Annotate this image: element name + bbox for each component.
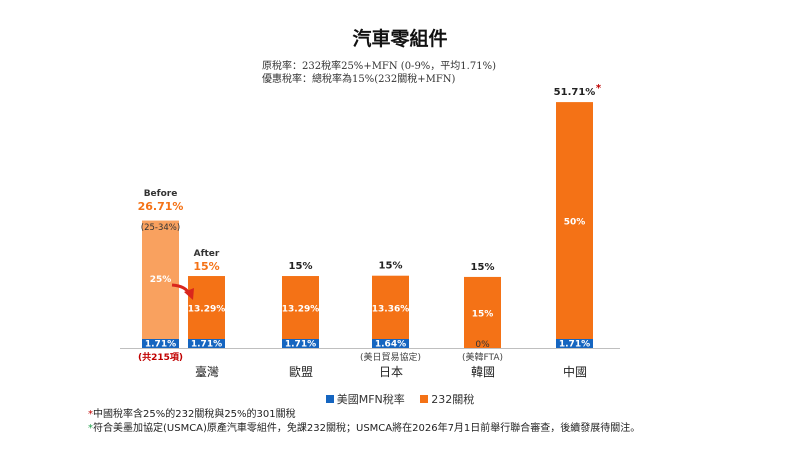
footnotes: *中國稅率含25%的232關稅與25%的301關稅 *符合美墨加協定(USMCA…	[88, 408, 788, 436]
bar-segment-mfn-taiwan_after	[188, 339, 225, 348]
data-label-232-japan: 13.36%	[372, 304, 410, 314]
footnote-usmca: *符合美墨加協定(USMCA)原產汽車零組件，免課232關稅；USMCA將在20…	[88, 422, 788, 436]
bar-segment-232-china	[556, 102, 593, 339]
bar-segment-mfn-taiwan_before	[142, 339, 179, 348]
category-label-2: 日本	[379, 365, 403, 379]
data-label-total-korea: 15%	[471, 262, 495, 273]
data-label-total-japan: 15%	[379, 261, 403, 272]
data-label-232-korea: 15%	[472, 309, 494, 319]
data-label-mfn-taiwan_before: 1.71%	[145, 340, 176, 350]
bar-segment-232-eu	[282, 276, 319, 339]
data-label-mfn-china: 1.71%	[559, 340, 590, 350]
footnote-mark: *	[88, 423, 93, 434]
bar-segment-232-taiwan_before	[142, 220, 179, 339]
legend-label-mfn: 美國MFN稅率	[336, 393, 405, 406]
bar-tag-before: Before	[144, 189, 178, 199]
data-label-total-taiwan_before: 26.71%	[138, 200, 184, 213]
subtitle-line-1: 原稅率：232稅率25%+MFN (0-9%，平均1.71%)	[262, 61, 496, 72]
bar-segment-232-taiwan_after	[188, 276, 225, 339]
footnote-text: 符合美墨加協定(USMCA)原產汽車零組件，免課232關稅；USMCA將在202…	[93, 423, 641, 434]
bar-segment-mfn-china	[556, 339, 593, 348]
below-note-korea: (美韓FTA)	[462, 351, 503, 363]
bar-segment-mfn-japan	[372, 339, 409, 348]
category-label-0: 臺灣	[195, 364, 219, 379]
legend-item-232: 232關稅	[420, 393, 474, 406]
category-label-4: 中國	[563, 364, 587, 379]
before-after-arrowhead	[184, 288, 194, 300]
subtitle-line-2: 優惠稅率：總稅率為15%(232關稅+MFN)	[262, 74, 456, 85]
data-label-mfn-taiwan_after: 1.71%	[191, 340, 222, 350]
data-label-total-china: 51.71%	[554, 87, 596, 98]
data-label-232-eu: 13.29%	[282, 305, 320, 315]
category-label-1: 歐盟	[289, 364, 313, 379]
bar-segment-232-japan	[372, 275, 409, 339]
chart-subtitle: 原稅率：232稅率25%+MFN (0-9%，平均1.71%) 優惠稅率：總稅率…	[262, 60, 622, 86]
range-note-taiwan: (25-34%)	[141, 223, 180, 233]
chart-title: 汽車零組件	[352, 28, 448, 50]
data-label-total-eu: 15%	[289, 261, 313, 272]
data-label-mfn-eu: 1.71%	[285, 340, 316, 350]
legend-swatch-mfn	[325, 395, 334, 403]
legend-label-232: 232關稅	[431, 393, 475, 406]
footnote-mark: *	[88, 409, 93, 420]
legend-item-mfn: 美國MFN稅率	[325, 393, 409, 406]
chart-legend: 美國MFN稅率 232關稅	[0, 391, 800, 407]
data-label-mfn-japan: 1.64%	[375, 340, 406, 350]
data-label-mfn-korea: 0%	[475, 340, 490, 350]
category-label-3: 韓國	[471, 365, 495, 379]
bar-segment-232-korea	[464, 276, 501, 348]
data-label-232-taiwan_before: 25%	[150, 275, 172, 285]
data-label-232-taiwan_after: 13.29%	[188, 305, 226, 315]
footnote-china: *中國稅率含25%的232關稅與25%的301關稅	[88, 408, 788, 422]
bar-tag-after: After	[194, 249, 220, 259]
below-note-japan: (美日貿易協定)	[360, 351, 421, 363]
footnote-text: 中國稅率含25%的232關稅與25%的301關稅	[93, 409, 296, 420]
china-asterisk: *	[596, 83, 602, 94]
data-label-total-taiwan_after: 15%	[193, 260, 219, 273]
legend-swatch-232	[420, 395, 429, 403]
data-label-232-china: 50%	[564, 218, 586, 228]
bar-segment-mfn-eu	[282, 339, 319, 348]
below-note-taiwan_before: (共215項)	[138, 351, 183, 363]
